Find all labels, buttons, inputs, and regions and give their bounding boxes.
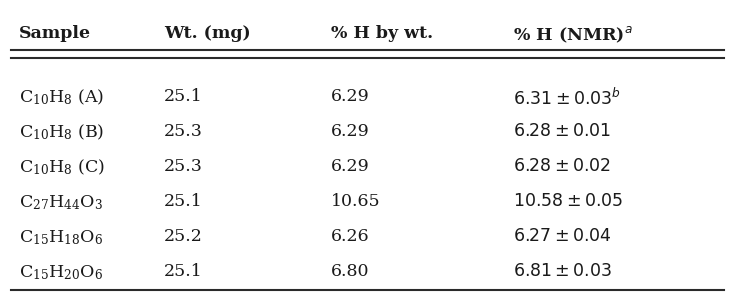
Text: $6.28\pm0.02$: $6.28\pm0.02$ [513, 158, 611, 175]
Text: 25.1: 25.1 [164, 193, 203, 210]
Text: $6.81\pm0.03$: $6.81\pm0.03$ [513, 263, 612, 280]
Text: 25.3: 25.3 [164, 123, 203, 140]
Text: Wt. (mg): Wt. (mg) [164, 25, 251, 42]
Text: $\mathregular{C_{10}H_8}$ (A): $\mathregular{C_{10}H_8}$ (A) [18, 88, 104, 107]
Text: 6.80: 6.80 [331, 263, 370, 280]
Text: % H by wt.: % H by wt. [331, 25, 434, 42]
Text: 25.2: 25.2 [164, 228, 203, 245]
Text: $\mathregular{C_{15}H_{20}O_6}$: $\mathregular{C_{15}H_{20}O_6}$ [18, 263, 103, 282]
Text: $6.28\pm0.01$: $6.28\pm0.01$ [513, 123, 611, 140]
Text: $\mathregular{C_{27}H_{44}O_3}$: $\mathregular{C_{27}H_{44}O_3}$ [18, 193, 102, 211]
Text: Sample: Sample [18, 25, 91, 42]
Text: 10.65: 10.65 [331, 193, 381, 210]
Text: 25.3: 25.3 [164, 158, 203, 175]
Text: $\mathregular{C_{15}H_{18}O_6}$: $\mathregular{C_{15}H_{18}O_6}$ [18, 228, 103, 247]
Text: $\mathregular{C_{10}H_8}$ (B): $\mathregular{C_{10}H_8}$ (B) [18, 123, 104, 142]
Text: $10.58\pm0.05$: $10.58\pm0.05$ [513, 193, 623, 210]
Text: $6.31\pm0.03^{b}$: $6.31\pm0.03^{b}$ [513, 88, 621, 109]
Text: % H (NMR)$^{a}$: % H (NMR)$^{a}$ [513, 25, 633, 45]
Text: 6.29: 6.29 [331, 123, 370, 140]
Text: 25.1: 25.1 [164, 88, 203, 105]
Text: $6.27\pm0.04$: $6.27\pm0.04$ [513, 228, 612, 245]
Text: 6.29: 6.29 [331, 158, 370, 175]
Text: 25.1: 25.1 [164, 263, 203, 280]
Text: $\mathregular{C_{10}H_8}$ (C): $\mathregular{C_{10}H_8}$ (C) [18, 158, 104, 177]
Text: 6.29: 6.29 [331, 88, 370, 105]
Text: 6.26: 6.26 [331, 228, 370, 245]
